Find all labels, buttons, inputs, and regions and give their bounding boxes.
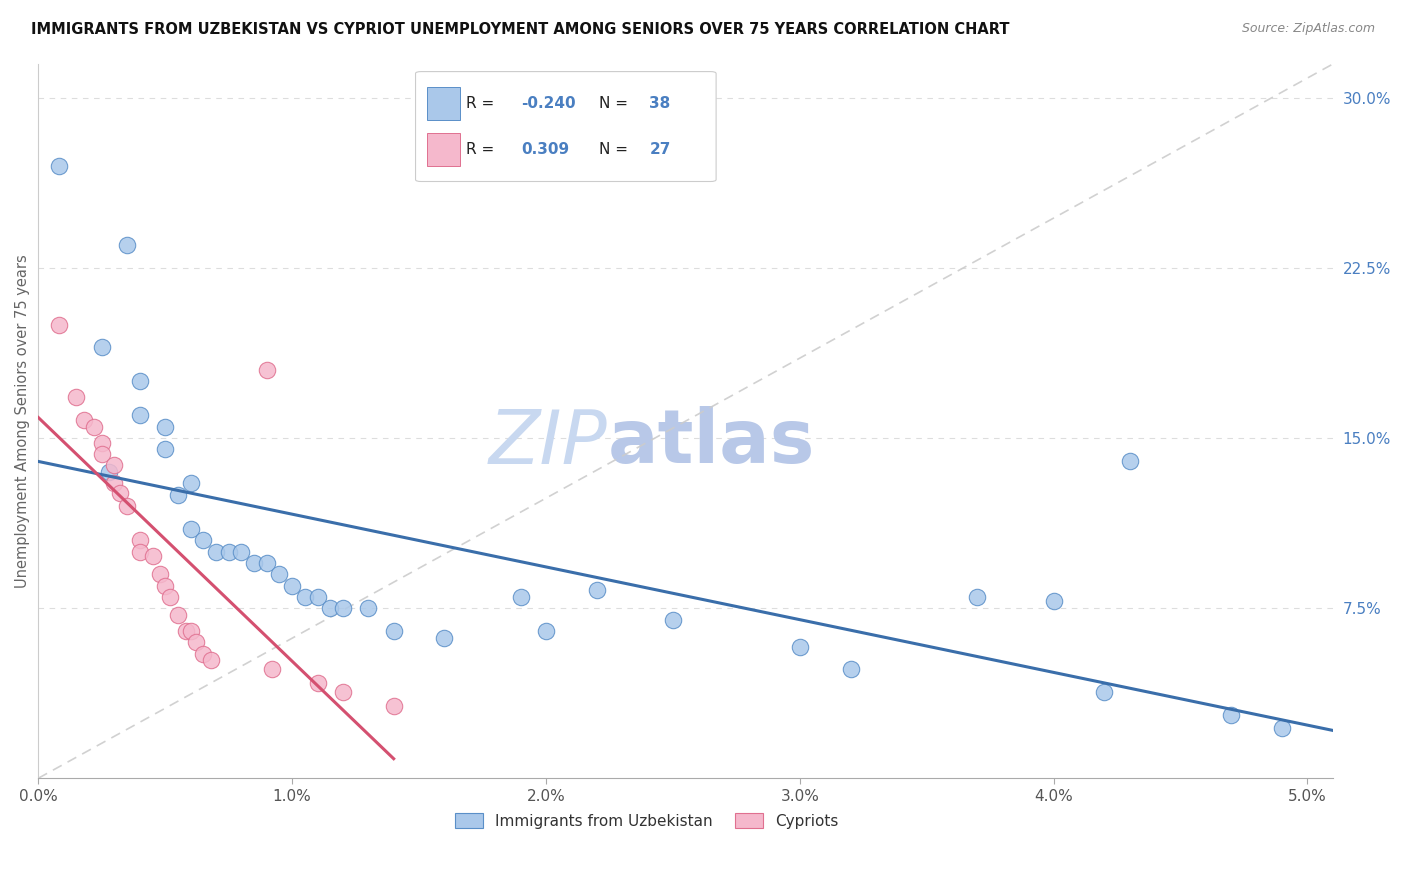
- Point: [509, 590, 531, 604]
- Point: [281, 578, 304, 592]
- Legend: Immigrants from Uzbekistan, Cypriots: Immigrants from Uzbekistan, Cypriots: [449, 807, 845, 835]
- Point: [103, 476, 125, 491]
- Point: [839, 662, 862, 676]
- Point: [90, 447, 112, 461]
- Point: [90, 435, 112, 450]
- Point: [180, 476, 202, 491]
- Point: [193, 533, 215, 548]
- Point: [382, 698, 405, 713]
- Point: [65, 390, 87, 404]
- Point: [48, 318, 70, 332]
- Y-axis label: Unemployment Among Seniors over 75 years: Unemployment Among Seniors over 75 years: [15, 254, 30, 588]
- Point: [205, 544, 228, 558]
- Point: [243, 556, 266, 570]
- Point: [83, 419, 105, 434]
- Text: IMMIGRANTS FROM UZBEKISTAN VS CYPRIOT UNEMPLOYMENT AMONG SENIORS OVER 75 YEARS C: IMMIGRANTS FROM UZBEKISTAN VS CYPRIOT UN…: [31, 22, 1010, 37]
- Point: [108, 485, 131, 500]
- Point: [357, 601, 380, 615]
- Text: atlas: atlas: [607, 406, 815, 479]
- Point: [184, 635, 207, 649]
- Point: [319, 601, 342, 615]
- Point: [149, 567, 172, 582]
- Point: [662, 613, 685, 627]
- Text: ZIP: ZIP: [489, 407, 607, 479]
- Point: [256, 363, 278, 377]
- Text: Source: ZipAtlas.com: Source: ZipAtlas.com: [1241, 22, 1375, 36]
- Point: [1271, 722, 1294, 736]
- Point: [307, 590, 329, 604]
- Point: [789, 640, 811, 654]
- Point: [260, 662, 283, 676]
- Point: [193, 647, 215, 661]
- Point: [167, 607, 190, 622]
- Point: [200, 653, 222, 667]
- Point: [585, 582, 607, 597]
- Point: [180, 522, 202, 536]
- Point: [128, 544, 150, 558]
- Point: [141, 549, 163, 563]
- Point: [155, 419, 177, 434]
- Point: [433, 631, 456, 645]
- Point: [128, 533, 150, 548]
- Point: [294, 590, 316, 604]
- Point: [966, 590, 988, 604]
- Point: [382, 624, 405, 638]
- Point: [128, 375, 150, 389]
- Point: [256, 556, 278, 570]
- Point: [115, 238, 138, 252]
- Point: [1042, 594, 1064, 608]
- Point: [103, 458, 125, 473]
- Point: [174, 624, 197, 638]
- Point: [159, 590, 181, 604]
- Point: [115, 499, 138, 513]
- Point: [155, 578, 177, 592]
- Point: [155, 442, 177, 457]
- Point: [332, 685, 354, 699]
- Point: [534, 624, 557, 638]
- Point: [48, 159, 70, 173]
- Point: [90, 341, 112, 355]
- Point: [269, 567, 291, 582]
- Point: [218, 544, 240, 558]
- Point: [332, 601, 354, 615]
- Point: [1092, 685, 1115, 699]
- Point: [73, 413, 96, 427]
- Point: [307, 676, 329, 690]
- Point: [98, 465, 121, 479]
- Point: [231, 544, 253, 558]
- Point: [167, 488, 190, 502]
- Point: [180, 624, 202, 638]
- Point: [128, 409, 150, 423]
- Point: [1119, 454, 1142, 468]
- Point: [1220, 707, 1243, 722]
